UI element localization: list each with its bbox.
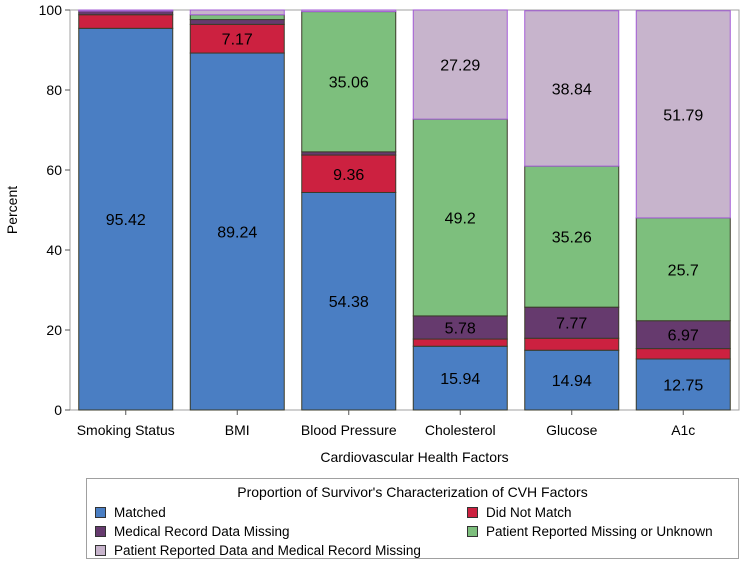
bar-segment bbox=[78, 14, 174, 29]
bar-segment bbox=[524, 349, 620, 411]
bar-value-label: 35.26 bbox=[552, 230, 592, 247]
chart-legend: Proportion of Survivor's Characterizatio… bbox=[86, 478, 739, 559]
bar-value-label: 89.24 bbox=[217, 225, 257, 242]
legend-swatch-patient-reported-missing bbox=[467, 525, 478, 537]
x-tick-label: Glucose bbox=[546, 422, 598, 438]
legend-item-medical-record-missing: Medical Record Data Missing bbox=[95, 523, 290, 539]
bar-value-label: 95.42 bbox=[106, 212, 146, 229]
bar-segment bbox=[301, 11, 397, 153]
bar-value-label: 25.7 bbox=[668, 262, 699, 279]
bar-segment bbox=[78, 9, 174, 12]
bar-value-label: 7.17 bbox=[222, 32, 253, 49]
legend-label-matched: Matched bbox=[114, 504, 166, 520]
bar-segment bbox=[635, 348, 731, 360]
bar-segment bbox=[78, 27, 174, 411]
legend-label-did-not-match: Did Not Match bbox=[486, 504, 572, 520]
bar-value-label: 35.06 bbox=[329, 75, 369, 92]
y-tick-label: 20 bbox=[46, 322, 62, 338]
y-tick-label: 80 bbox=[46, 82, 62, 98]
legend-item-matched: Matched bbox=[95, 504, 166, 520]
y-tick-label: 100 bbox=[39, 2, 63, 18]
bar-segment bbox=[412, 118, 508, 317]
legend-item-patient-reported-missing: Patient Reported Missing or Unknown bbox=[467, 523, 713, 539]
bar-value-label: 49.2 bbox=[445, 211, 476, 228]
bar-value-label: 14.94 bbox=[552, 373, 592, 390]
x-axis-label: Cardiovascular Health Factors bbox=[320, 449, 508, 465]
y-axis-label: Percent bbox=[4, 186, 20, 234]
bar-segment bbox=[635, 10, 731, 219]
x-tick-label: Blood Pressure bbox=[301, 422, 397, 438]
legend-swatch-both-missing bbox=[95, 544, 106, 556]
bar-value-label: 38.84 bbox=[552, 81, 592, 98]
legend-label-patient-reported-missing: Patient Reported Missing or Unknown bbox=[486, 523, 713, 539]
bar-segment bbox=[189, 14, 285, 21]
bar-segment bbox=[524, 10, 620, 167]
bar-segment bbox=[524, 337, 620, 351]
bar-segment bbox=[412, 9, 508, 120]
bar-segment bbox=[189, 9, 285, 16]
x-tick-label: BMI bbox=[225, 422, 250, 438]
bar-value-label: 6.97 bbox=[668, 328, 699, 345]
bar-value-label: 51.79 bbox=[663, 107, 703, 124]
legend-swatch-did-not-match bbox=[467, 506, 478, 518]
bar-segment bbox=[78, 10, 174, 16]
y-tick-label: 60 bbox=[46, 162, 62, 178]
bar-value-label: 5.78 bbox=[445, 320, 476, 337]
bar-segment bbox=[635, 217, 731, 322]
y-tick-label: 0 bbox=[54, 402, 62, 418]
bar-segment bbox=[301, 9, 397, 13]
bar-segment bbox=[412, 338, 508, 347]
bar-segment bbox=[189, 19, 285, 25]
legend-swatch-medical-record-missing bbox=[95, 525, 106, 537]
legend-item-did-not-match: Did Not Match bbox=[467, 504, 572, 520]
bar-segment bbox=[189, 52, 285, 411]
bar-value-label: 12.75 bbox=[663, 378, 703, 395]
bar-segment bbox=[524, 165, 620, 308]
bar-value-label: 9.36 bbox=[333, 167, 364, 184]
bar-value-label: 54.38 bbox=[329, 294, 369, 311]
x-tick-label: A1c bbox=[671, 422, 695, 438]
plot-area bbox=[69, 9, 740, 411]
bar-segment bbox=[524, 306, 620, 339]
bar-value-label: 7.77 bbox=[556, 316, 587, 333]
bar-value-label: 27.29 bbox=[440, 58, 480, 75]
legend-label-medical-record-missing: Medical Record Data Missing bbox=[114, 523, 290, 539]
legend-label-both-missing: Patient Reported Data and Medical Record… bbox=[114, 542, 421, 558]
x-tick-label: Cholesterol bbox=[425, 422, 496, 438]
y-tick-label: 40 bbox=[46, 242, 62, 258]
x-tick-label: Smoking Status bbox=[77, 422, 175, 438]
bar-segment bbox=[635, 320, 731, 350]
legend-item-both-missing: Patient Reported Data and Medical Record… bbox=[95, 542, 421, 558]
bar-segment bbox=[301, 191, 397, 411]
bar-segment bbox=[189, 23, 285, 54]
legend-title: Proportion of Survivor's Characterizatio… bbox=[237, 484, 588, 500]
bar-segment bbox=[635, 358, 731, 411]
legend-swatch-matched bbox=[95, 506, 106, 518]
bar-value-label: 15.94 bbox=[440, 371, 480, 388]
stacked-bar-chart: 0 20 40 60 80 100 Percent 95.42 Smoking Status 89… bbox=[4, 2, 740, 465]
